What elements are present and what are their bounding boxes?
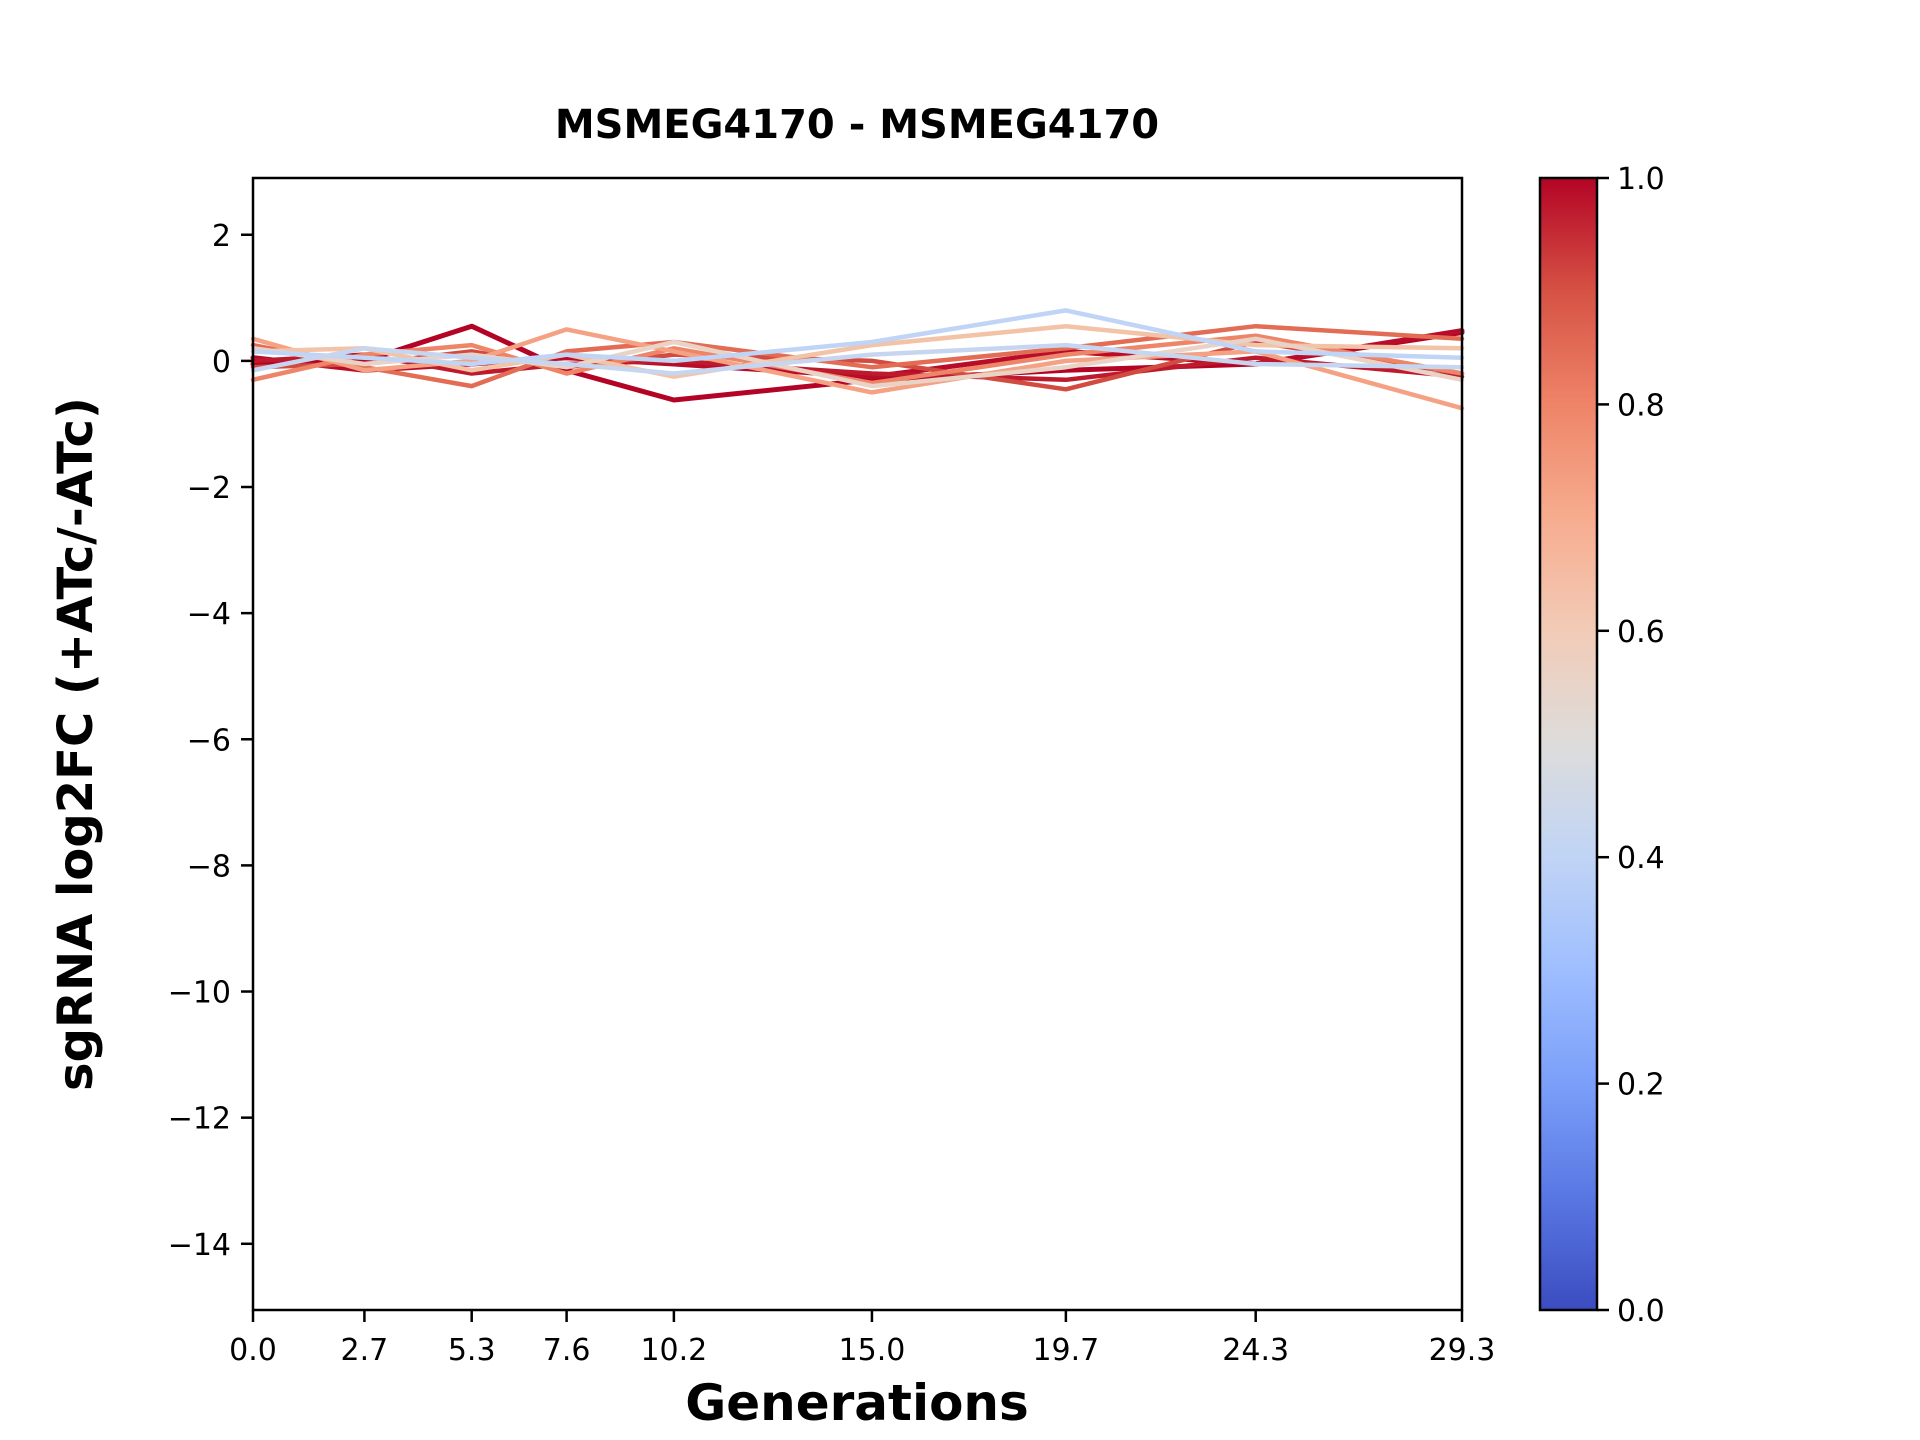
- series-line-series-7: [250, 327, 1465, 411]
- y-tick-label: 2: [212, 219, 231, 254]
- y-tick-label: −14: [168, 1228, 231, 1263]
- colorbar-tick-label: 1.0: [1617, 162, 1665, 197]
- x-tick-label: 0.0: [229, 1333, 277, 1368]
- x-tick-label: 19.7: [1032, 1333, 1099, 1368]
- x-axis-ticks: 0.0 2.7 5.3 7.6 10.2 15.0 19.7 24.3 29.3: [229, 1310, 1495, 1368]
- colorbar-tick-label: 0.2: [1617, 1068, 1665, 1103]
- x-tick-label: 7.6: [543, 1333, 591, 1368]
- y-tick-label: −6: [187, 723, 231, 758]
- y-axis-ticks: 2 0 −2 −4 −6 −8 −10 −12 −14: [168, 219, 253, 1263]
- y-tick-label: 0: [212, 345, 231, 380]
- y-tick-label: −4: [187, 597, 231, 632]
- colorbar-gradient: [1538, 176, 1599, 1312]
- colorbar-tick-label: 0.4: [1617, 841, 1665, 876]
- series-lines: [250, 308, 1465, 411]
- colorbar-tick-label: 0.8: [1617, 388, 1665, 423]
- x-axis-label: Generations: [685, 1374, 1029, 1432]
- y-axis-label: sgRNA log2FC (+ATc/-ATc): [48, 397, 104, 1091]
- series-line-series-11: [250, 342, 1465, 376]
- chart-title: MSMEG4170 - MSMEG4170: [555, 102, 1159, 148]
- x-tick-label: 5.3: [448, 1333, 496, 1368]
- colorbar-ticks: 0.0 0.2 0.4 0.6 0.8 1.0: [1597, 162, 1665, 1329]
- colorbar: 0.0 0.2 0.4 0.6 0.8 1.0: [1538, 162, 1665, 1329]
- x-tick-label: 15.0: [839, 1333, 906, 1368]
- y-tick-label: −8: [187, 849, 231, 884]
- colorbar-tick-label: 0.0: [1617, 1294, 1665, 1329]
- x-tick-label: 10.2: [640, 1333, 707, 1368]
- x-tick-label: 2.7: [341, 1333, 389, 1368]
- y-tick-label: −2: [187, 471, 231, 506]
- y-tick-label: −12: [168, 1102, 231, 1137]
- x-tick-label: 24.3: [1222, 1333, 1289, 1368]
- y-tick-label: −10: [168, 976, 231, 1011]
- x-tick-label: 29.3: [1429, 1333, 1496, 1368]
- series-line-series-10: [250, 308, 1465, 367]
- axes-frame: [251, 176, 1464, 1312]
- colorbar-tick-label: 0.6: [1617, 615, 1665, 650]
